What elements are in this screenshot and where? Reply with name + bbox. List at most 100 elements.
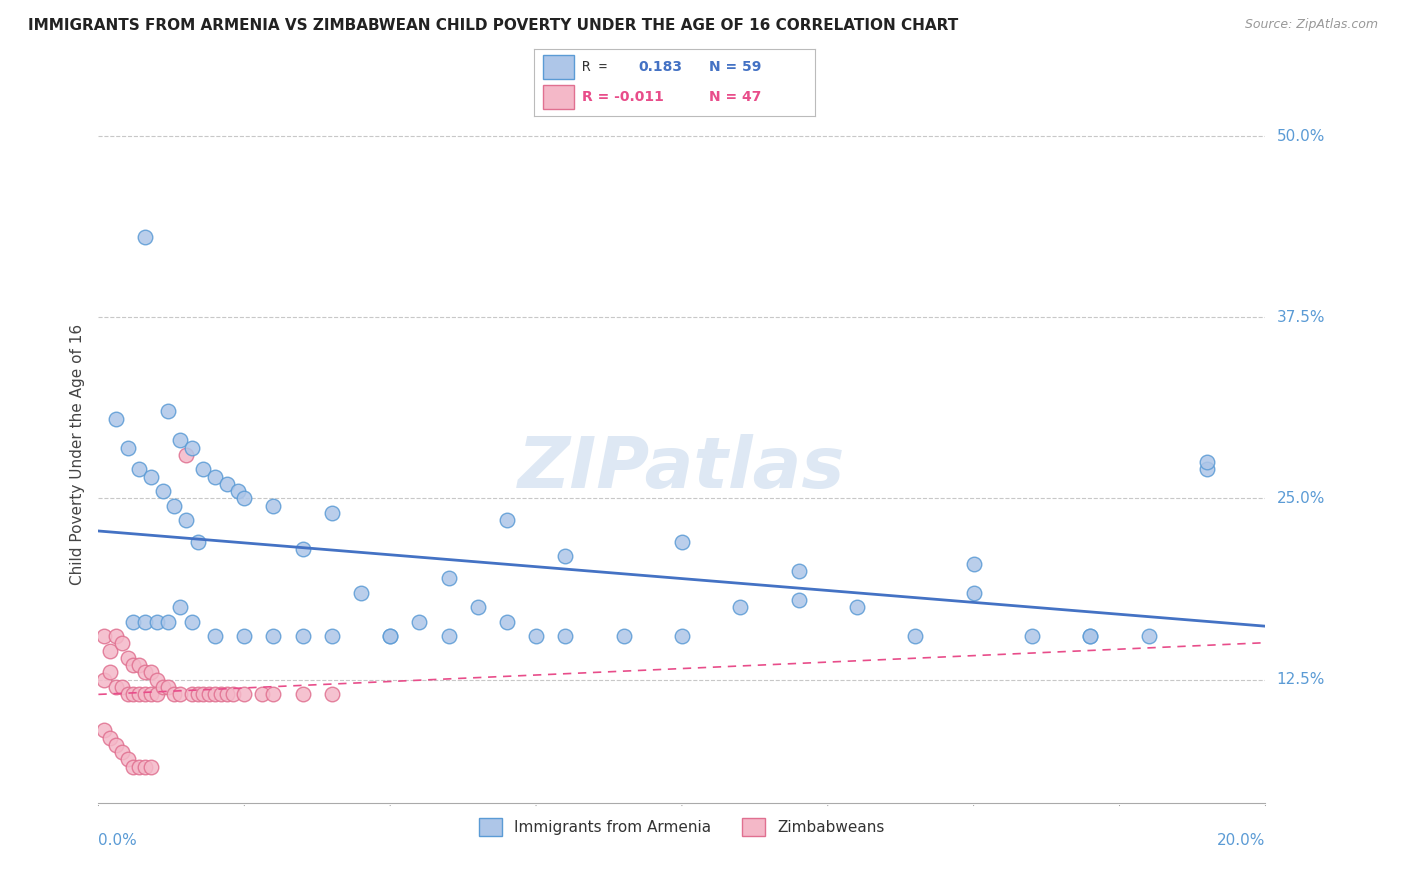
Point [554,629,576,643]
Point [204,687,226,701]
Point [846,600,869,615]
Point [262,499,284,513]
Point [169,434,191,448]
Point [380,629,402,643]
Point [180,687,202,701]
Point [104,411,127,425]
Point [128,687,150,701]
Point [221,687,243,701]
Point [169,600,191,615]
Text: 50.0%: 50.0% [1277,128,1324,144]
Point [139,687,162,701]
Point [291,542,314,557]
Text: 12.5%: 12.5% [1277,672,1324,687]
Point [163,499,186,513]
Point [187,687,209,701]
Point [215,476,238,491]
Point [134,687,156,701]
Point [157,404,180,418]
Point [291,687,314,701]
Point [1195,455,1218,469]
Point [117,752,139,766]
Point [139,759,162,773]
Point [262,629,284,643]
Text: IMMIGRANTS FROM ARMENIA VS ZIMBABWEAN CHILD POVERTY UNDER THE AGE OF 16 CORRELAT: IMMIGRANTS FROM ARMENIA VS ZIMBABWEAN CH… [28,18,959,33]
Point [1195,462,1218,476]
Point [671,629,693,643]
Point [291,629,314,643]
Point [134,665,156,680]
Text: N = 47: N = 47 [709,90,761,104]
Point [174,513,197,527]
Point [152,680,174,694]
Point [111,745,134,759]
Point [524,629,547,643]
Point [117,651,139,665]
Point [730,600,752,615]
Point [233,687,256,701]
Point [169,687,191,701]
Point [128,759,150,773]
Point [134,759,156,773]
Point [496,615,519,629]
Point [152,484,174,499]
Point [350,585,373,599]
Bar [543,86,574,109]
Point [157,615,180,629]
Point [139,469,162,483]
Point [380,629,402,643]
Point [228,484,250,499]
Point [93,629,115,643]
Point [321,506,343,520]
Point [128,658,150,673]
Point [180,615,202,629]
Text: R = -0.011: R = -0.011 [582,90,664,104]
Point [193,462,215,476]
Point [250,687,273,701]
Point [128,462,150,476]
Point [1021,629,1043,643]
Text: 0.0%: 0.0% [98,833,138,848]
Text: 0.183: 0.183 [638,60,682,74]
Point [437,629,460,643]
Point [146,687,169,701]
Point [904,629,927,643]
Point [98,731,121,745]
Point [962,585,984,599]
Point [117,441,139,455]
Point [93,673,115,687]
Point [612,629,634,643]
Point [134,615,156,629]
Point [787,564,810,578]
Y-axis label: Child Poverty Under the Age of 16: Child Poverty Under the Age of 16 [69,325,84,585]
Bar [543,55,574,79]
Point [437,571,460,585]
Text: ZIPatlas: ZIPatlas [519,434,845,503]
Point [1137,629,1160,643]
Point [122,615,145,629]
Point [139,665,162,680]
Point [146,615,169,629]
Point [104,629,127,643]
Point [204,629,226,643]
Point [111,680,134,694]
Point [233,491,256,506]
Text: Source: ZipAtlas.com: Source: ZipAtlas.com [1244,18,1378,31]
Point [93,723,115,738]
Point [209,687,232,701]
Text: R =: R = [582,60,616,74]
Point [98,665,121,680]
Point [321,629,343,643]
Point [193,687,215,701]
Point [198,687,221,701]
Point [671,535,693,549]
Point [122,658,145,673]
Point [554,549,576,564]
Point [174,448,197,462]
Legend: Immigrants from Armenia, Zimbabweans: Immigrants from Armenia, Zimbabweans [471,810,893,844]
Point [408,615,430,629]
Point [157,680,180,694]
Text: N = 59: N = 59 [709,60,761,74]
Point [187,535,209,549]
Point [180,441,202,455]
